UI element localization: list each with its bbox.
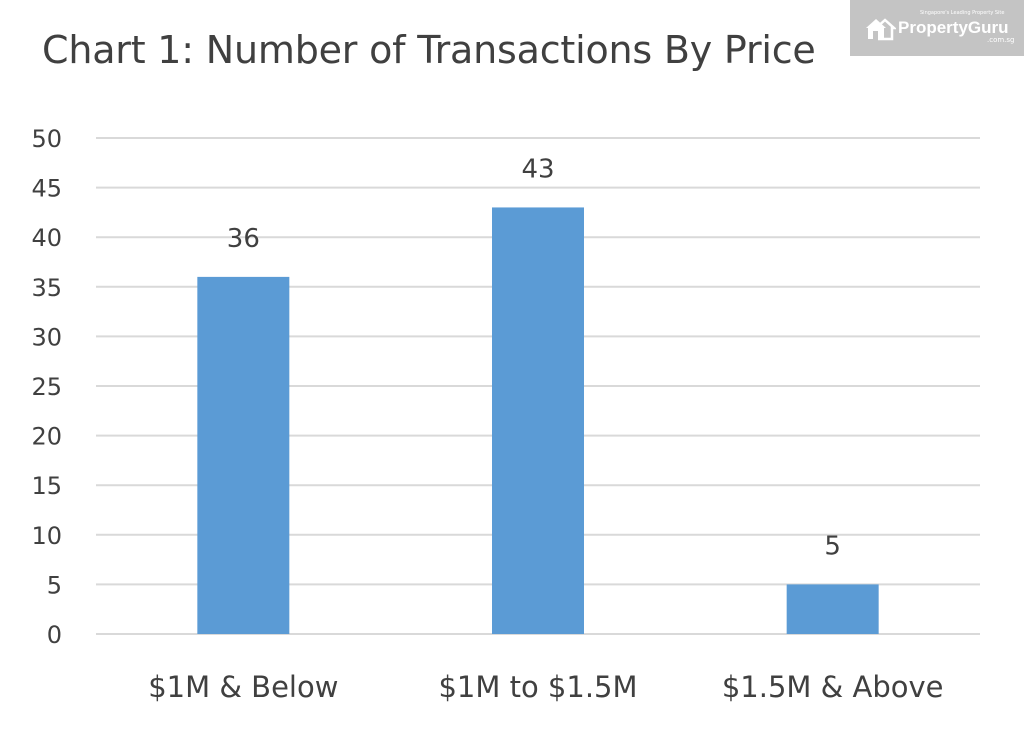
bar-2 <box>786 584 879 634</box>
data-label: 5 <box>824 531 841 561</box>
house-icon <box>866 18 896 41</box>
bar-0 <box>197 276 290 634</box>
y-tick-label: 10 <box>31 522 62 550</box>
watermark-tagline: Singapore's Leading Property Site <box>920 10 1005 16</box>
watermark-domain: .com.sg <box>987 36 1015 44</box>
data-label: 36 <box>227 224 260 254</box>
propertyguru-watermark: Singapore's Leading Property Site Proper… <box>850 0 1024 56</box>
y-tick-label: 15 <box>31 472 62 500</box>
y-tick-label: 5 <box>47 571 62 599</box>
y-tick-label: 20 <box>31 423 62 451</box>
watermark-brand: PropertyGuru <box>898 18 1009 37</box>
y-tick-label: 25 <box>31 373 62 401</box>
y-axis-ticks: 0 5 10 15 20 25 30 35 40 45 50 <box>31 125 62 649</box>
y-tick-label: 40 <box>31 224 62 252</box>
data-label: 43 <box>521 154 554 184</box>
x-category-label: $1.5M & Above <box>722 670 944 704</box>
x-category-label: $1M & Below <box>148 670 338 704</box>
y-tick-label: 35 <box>31 274 62 302</box>
chart-title: Chart 1: Number of Transactions By Price <box>42 28 816 72</box>
x-axis-categories: $1M & Below $1M to $1.5M $1.5M & Above <box>148 670 943 704</box>
data-labels: 36 43 5 <box>227 154 841 561</box>
x-category-label: $1M to $1.5M <box>438 670 637 704</box>
bars <box>197 207 879 634</box>
bar-1 <box>492 207 584 634</box>
y-tick-label: 50 <box>31 125 62 153</box>
y-tick-label: 30 <box>31 323 62 351</box>
y-tick-label: 0 <box>47 621 62 649</box>
y-tick-label: 45 <box>31 175 62 203</box>
